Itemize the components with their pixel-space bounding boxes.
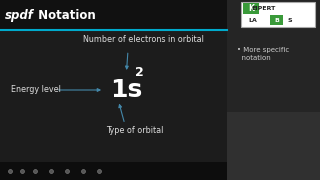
Text: Energy level: Energy level [11, 86, 61, 94]
FancyBboxPatch shape [0, 0, 227, 29]
Text: Notation: Notation [34, 9, 95, 22]
Text: • More specific
  notation: • More specific notation [237, 47, 289, 61]
Text: K: K [248, 4, 254, 13]
FancyBboxPatch shape [243, 3, 260, 14]
FancyBboxPatch shape [241, 2, 315, 27]
Text: B: B [274, 17, 279, 22]
Text: 2: 2 [135, 66, 144, 78]
Text: S: S [288, 17, 292, 22]
FancyBboxPatch shape [0, 162, 227, 180]
Text: LA: LA [249, 18, 258, 23]
FancyBboxPatch shape [270, 15, 283, 25]
FancyBboxPatch shape [227, 0, 320, 180]
Text: spdf: spdf [5, 9, 34, 22]
Text: 1s: 1s [110, 78, 143, 102]
Text: EIPERT: EIPERT [251, 6, 276, 11]
FancyBboxPatch shape [227, 112, 320, 180]
Text: Number of electrons in orbital: Number of electrons in orbital [83, 35, 204, 44]
Text: Type of orbital: Type of orbital [106, 126, 163, 135]
